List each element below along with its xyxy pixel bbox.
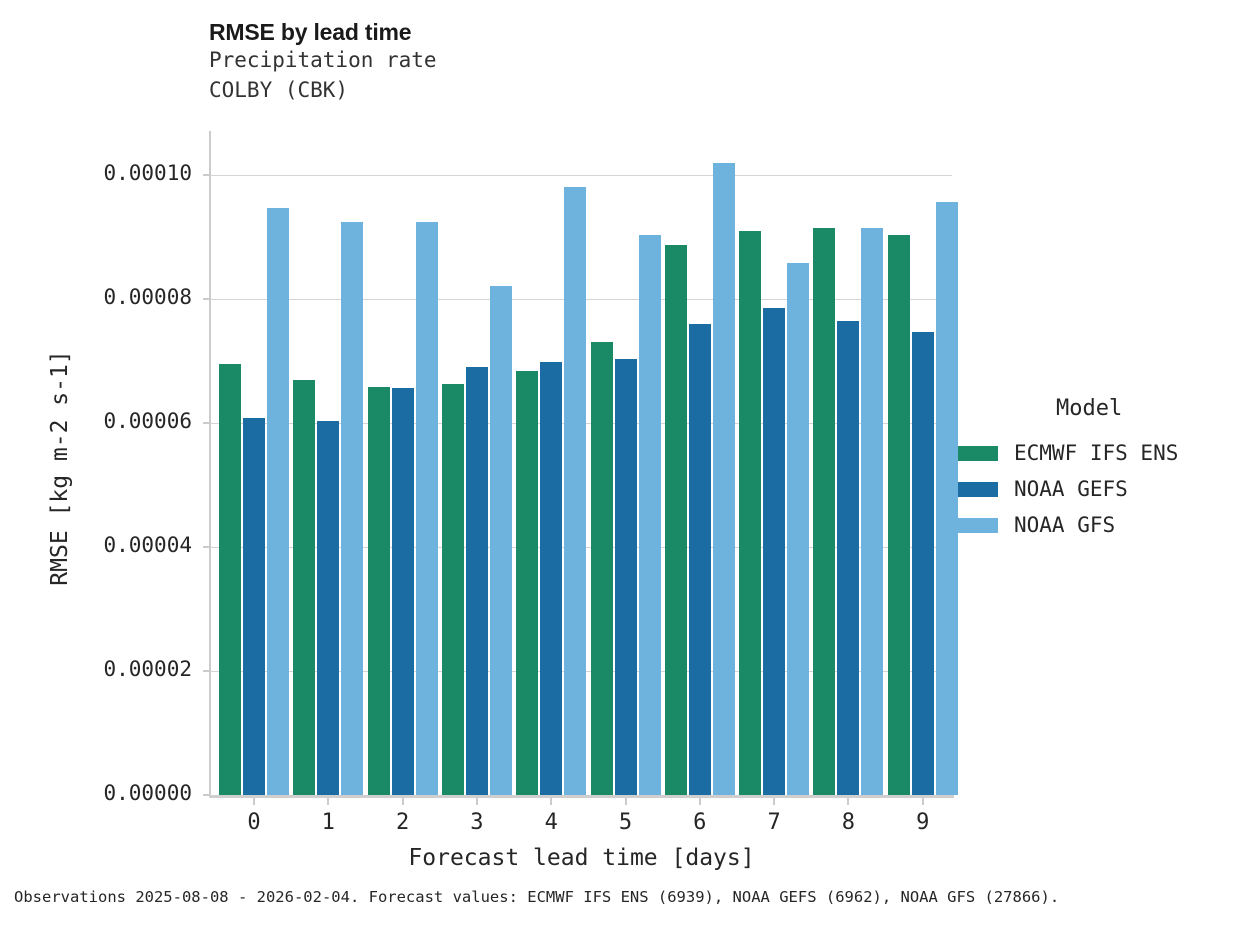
bar <box>664 245 687 795</box>
y-tick-label: 0.00000 <box>103 781 192 805</box>
bar <box>887 235 910 795</box>
legend-item[interactable]: NOAA GFS <box>958 507 1178 543</box>
x-tick-label: 1 <box>321 810 335 835</box>
bar <box>861 228 884 795</box>
x-tick-label: 0 <box>247 810 261 835</box>
x-tick-mark <box>401 798 404 805</box>
footnote: Observations 2025-08-08 - 2026-02-04. Fo… <box>14 888 1060 906</box>
legend-title: Model <box>1056 396 1123 421</box>
y-tick-mark <box>203 174 210 176</box>
bar <box>465 367 488 795</box>
x-tick-label: 9 <box>916 810 930 835</box>
bar <box>293 380 316 795</box>
y-tick-label: 0.00008 <box>103 285 192 309</box>
page-title: RMSE by lead time <box>209 19 412 45</box>
bar <box>739 230 762 795</box>
y-tick-label: 0.00004 <box>103 533 192 557</box>
bar <box>787 263 810 795</box>
legend-item[interactable]: ECMWF IFS ENS <box>958 435 1178 471</box>
chart-station-label: COLBY (CBK) <box>209 77 349 102</box>
y-tick-mark <box>203 546 210 548</box>
bar <box>317 421 340 795</box>
legend-swatch-icon <box>958 517 998 533</box>
x-tick-mark <box>624 798 627 805</box>
x-tick-mark <box>847 798 850 805</box>
y-tick-mark <box>203 670 210 672</box>
bar <box>590 341 613 795</box>
legend-item[interactable]: NOAA GEFS <box>958 471 1178 507</box>
y-tick-mark <box>203 794 210 796</box>
x-tick-label: 3 <box>470 810 484 835</box>
bar <box>367 387 390 795</box>
chart-subtitle: Precipitation rate <box>209 48 437 73</box>
bar <box>712 163 735 795</box>
x-tick-label: 2 <box>395 810 410 835</box>
bar <box>516 370 539 795</box>
x-tick-mark <box>698 798 701 805</box>
legend-item-label: NOAA GEFS <box>1014 477 1128 501</box>
bar <box>243 418 265 795</box>
bar <box>763 308 786 795</box>
y-tick-label: 0.00010 <box>103 161 192 185</box>
x-tick-mark <box>253 798 255 805</box>
legend-item-label: ECMWF IFS ENS <box>1014 441 1179 465</box>
plot-bars-area <box>209 131 958 795</box>
y-axis-line <box>209 131 211 795</box>
bar <box>638 235 661 795</box>
bar <box>813 228 836 795</box>
bar <box>267 207 289 795</box>
y-tick-mark <box>203 298 210 300</box>
bar <box>341 222 364 795</box>
bar <box>688 323 711 795</box>
legend: Model ECMWF IFS ENS NOAA GEFS NOAA GFS <box>958 396 1178 543</box>
y-tick-mark <box>203 422 210 424</box>
x-tick-label: 7 <box>767 810 781 835</box>
bar <box>415 222 438 795</box>
x-tick-mark <box>921 798 924 805</box>
y-axis-title: RMSE [kg m-2 s-1] <box>47 350 73 586</box>
bar <box>935 202 958 795</box>
bar <box>614 359 637 795</box>
bar <box>911 331 934 795</box>
bar <box>391 388 414 795</box>
legend-item-label: NOAA GFS <box>1014 513 1116 537</box>
x-tick-mark <box>550 798 553 805</box>
bar <box>441 383 464 795</box>
x-axis-line <box>209 795 954 798</box>
x-tick-mark <box>475 798 478 805</box>
y-tick-label: 0.00006 <box>103 409 192 433</box>
x-tick-label: 5 <box>618 810 633 835</box>
legend-swatch-icon <box>958 481 998 497</box>
x-tick-mark <box>773 798 776 805</box>
x-tick-mark <box>327 798 330 805</box>
bar <box>219 364 241 795</box>
bar <box>564 186 587 795</box>
chart-header: RMSE by lead time Precipitation rate COL… <box>209 18 437 106</box>
y-tick-label: 0.00002 <box>103 657 192 681</box>
x-tick-label: 6 <box>693 810 707 835</box>
bar <box>489 285 512 795</box>
x-axis-title: Forecast lead time [days] <box>408 845 755 871</box>
bar <box>540 362 563 795</box>
bar <box>837 320 860 795</box>
legend-swatch-icon <box>958 445 998 461</box>
gridline <box>211 175 952 176</box>
x-tick-label: 4 <box>544 810 558 835</box>
x-tick-label: 8 <box>841 810 856 835</box>
